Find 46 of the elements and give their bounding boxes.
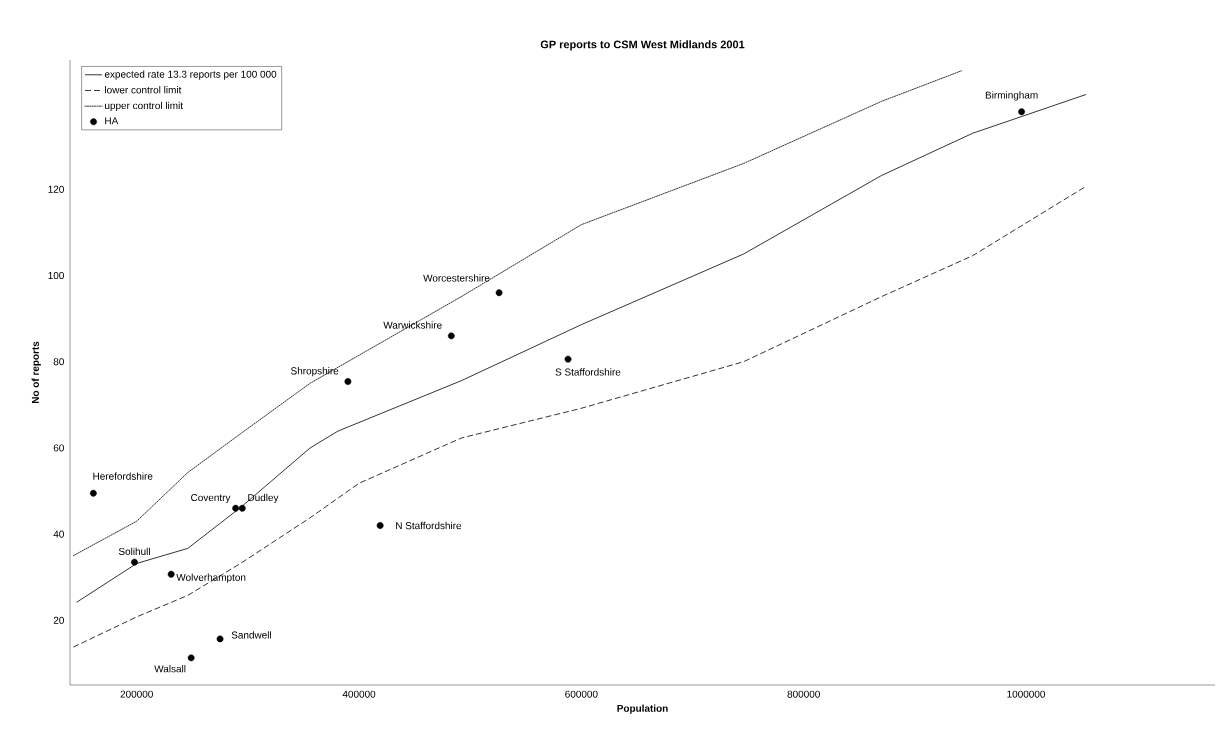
legend-label: expected rate 13.3 reports per 100 000	[104, 70, 277, 80]
annotation: Sandwell	[231, 631, 271, 639]
legend-label: upper control limit	[105, 101, 183, 112]
annotation: Warwickshire	[383, 321, 442, 329]
point	[167, 570, 175, 578]
point	[216, 635, 224, 643]
point	[564, 355, 572, 363]
x-tick-label: 1000000	[1007, 690, 1046, 698]
annotation: Solihull	[118, 547, 150, 555]
point	[187, 654, 195, 662]
y-tick-label: 40	[53, 530, 64, 538]
annotation: S Staffordshire	[555, 368, 621, 376]
line-series	[72, 185, 1087, 648]
y-tick-label: 100	[48, 271, 64, 280]
x-tick-label: 800000	[787, 690, 820, 698]
point	[89, 489, 97, 497]
point	[344, 378, 352, 385]
annotation: Birmingham	[985, 91, 1038, 101]
annotation: Wolverhampton	[176, 573, 246, 583]
y-axis-title: No of reports	[31, 341, 41, 404]
point	[1018, 108, 1025, 116]
annotation: Coventry	[191, 494, 231, 504]
x-tick-label: 400000	[342, 690, 376, 698]
annotation: Shropshire	[291, 367, 339, 377]
annotation: Worcestershire	[423, 274, 490, 282]
y-tick-label: 80	[53, 358, 64, 366]
chart-title: GP reports to CSM West Midlands 2001	[540, 40, 745, 51]
point	[376, 522, 384, 529]
annotation: Dudley	[248, 493, 279, 504]
line-series	[72, 70, 962, 557]
point	[232, 504, 240, 512]
y-tick-label: 20	[53, 616, 64, 624]
x-tick-label: 600000	[565, 690, 598, 698]
point	[495, 289, 503, 297]
x-axis-title: Population	[617, 704, 668, 714]
annotation: Herefordshire	[93, 472, 153, 480]
y-tick-label: 120	[48, 185, 64, 193]
point	[447, 332, 455, 340]
y-tick-label: 60	[53, 444, 64, 452]
annotation: N Staffordshire	[396, 521, 462, 530]
annotation: Walsall	[154, 665, 186, 673]
x-tick-label: 200000	[120, 690, 153, 698]
legend-label: HA	[105, 117, 119, 125]
legend-label: lower control limit	[105, 86, 182, 94]
point	[131, 558, 138, 566]
point	[238, 504, 246, 512]
